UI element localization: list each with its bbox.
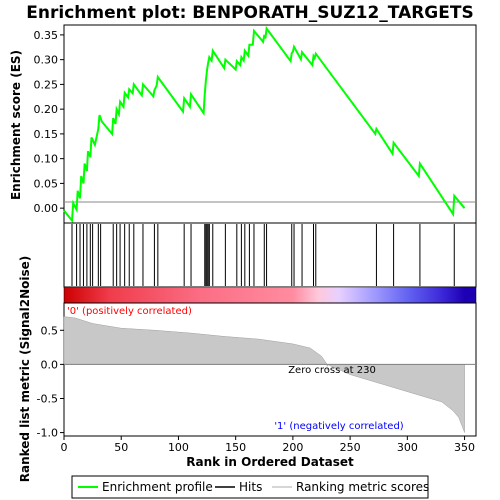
- enrichment-profile-line: [63, 25, 466, 224]
- x-tick-label: 0: [61, 441, 68, 454]
- metric-y-tick-label: 0.0: [41, 358, 59, 371]
- hits-panel-frame: [63, 222, 477, 288]
- x-axis-label: Rank in Ordered Dataset: [186, 455, 354, 469]
- x-ticks: 0 50 100 150 200 250 300 350: [61, 436, 475, 454]
- es-y-tick-label: 0.25: [34, 78, 59, 91]
- metric-y-tick-label: -1.0: [37, 427, 58, 440]
- rank-color-bar: [63, 286, 477, 304]
- x-tick-label: 150: [225, 441, 246, 454]
- x-tick-label: 250: [340, 441, 361, 454]
- negative-correlation-label: '1' (negatively correlated): [274, 421, 403, 432]
- metric-y-tick-label: 0.5: [41, 324, 59, 337]
- x-tick-label: 100: [168, 441, 189, 454]
- legend-label-enrichment-profile: Enrichment profile: [102, 480, 213, 494]
- es-y-tick-label: 0.10: [34, 153, 59, 166]
- es-panel-frame: [63, 24, 477, 224]
- ranking-metric-area: [63, 316, 465, 433]
- x-tick-label: 200: [282, 441, 303, 454]
- legend-label-ranking-metric: Ranking metric scores: [296, 480, 429, 494]
- chart-title: Enrichment plot: BENPORATH_SUZ12_TARGETS: [26, 3, 473, 23]
- es-y-tick-label: 0.30: [34, 54, 59, 67]
- hit-markers: [71, 224, 455, 286]
- es-y-tick-label: 0.35: [34, 29, 59, 42]
- legend-label-hits: Hits: [239, 480, 262, 494]
- x-tick-label: 300: [397, 441, 418, 454]
- es-y-axis-label: Enrichment score (ES): [9, 50, 23, 200]
- legend-box: [71, 475, 429, 499]
- es-y-tick-label: 0.00: [34, 202, 59, 215]
- x-tick-label: 50: [114, 441, 128, 454]
- positive-correlation-label: '0' (positively correlated): [67, 306, 192, 317]
- es-y-tick-label: 0.15: [34, 128, 59, 141]
- metric-y-tick-label: -0.5: [37, 392, 58, 405]
- zero-cross-label: Zero cross at 230: [288, 365, 376, 376]
- es-y-ticks: 0.00 0.05 0.10 0.15 0.20 0.25 0.30 0.35: [34, 29, 64, 215]
- x-tick-label: 350: [454, 441, 475, 454]
- es-y-tick-label: 0.20: [34, 103, 59, 116]
- metric-panel-frame: [63, 302, 477, 437]
- metric-y-axis-label: Ranked list metric (Signal2Noise): [18, 256, 32, 483]
- metric-y-ticks: -1.0 -0.5 0.0 0.5: [37, 324, 64, 440]
- es-y-tick-label: 0.05: [34, 177, 59, 190]
